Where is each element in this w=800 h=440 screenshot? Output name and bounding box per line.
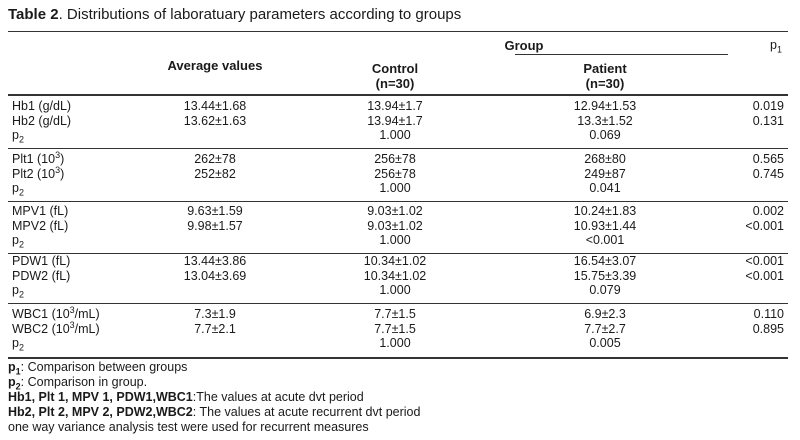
cell-avg: 252±82 xyxy=(194,166,236,181)
cell-label: p2 xyxy=(12,283,24,300)
footnote-acute: Hb1, Plt 1, MPV 1, PDW1,WBC1:The values … xyxy=(8,390,364,404)
footnote-p2: p2: Comparison in group. xyxy=(8,375,148,392)
cell-label: MPV2 (fL) xyxy=(12,218,69,233)
cell-label: Hb1 (g/dL) xyxy=(12,99,72,113)
cell-label: WBC1 (103/mL) xyxy=(12,304,100,321)
cell-label: Plt2 (103) xyxy=(12,164,65,181)
cell-label: Hb2 (g/dL) xyxy=(12,113,72,128)
cell-avg: 9.98±1.57 xyxy=(187,218,243,233)
cell-p1: 0.895 xyxy=(752,321,784,336)
cell-patient: 0.041 xyxy=(589,181,621,195)
header-p1: p1 xyxy=(770,38,782,55)
cell-label: PDW1 (fL) xyxy=(12,254,71,268)
cell-label: p2 xyxy=(12,128,24,145)
cell-control: 1.000 xyxy=(379,283,411,297)
cell-p1: 0.110 xyxy=(753,307,784,321)
header-bottom-rule xyxy=(8,94,788,96)
cell-label: WBC2 (103/mL) xyxy=(12,319,100,336)
cell-control: 9.03±1.02 xyxy=(367,218,423,233)
cell-patient: 7.7±2.7 xyxy=(584,321,626,336)
cell-avg: 13.44±1.68 xyxy=(183,99,247,113)
footnote-p1: p1: Comparison between groups xyxy=(8,360,188,377)
footnote-recurrent: Hb2, Plt 2, MPV 2, PDW2,WBC2: The values… xyxy=(8,405,421,419)
group-separator xyxy=(8,252,788,254)
caption-label: Table 2 xyxy=(8,6,59,23)
header-group: Group xyxy=(504,38,544,53)
cell-p1: 0.745 xyxy=(752,166,784,181)
cell-avg: 13.04±3.69 xyxy=(183,268,247,283)
cell-control: 7.7±1.5 xyxy=(374,307,416,321)
cell-patient: 13.3±1.52 xyxy=(577,113,633,128)
group-separator xyxy=(8,147,788,149)
cell-patient: 15.75±3.39 xyxy=(573,268,637,283)
cell-control: 13.94±1.7 xyxy=(367,113,423,128)
cell-patient: 16.54±3.07 xyxy=(573,254,637,268)
header-control-n: (n=30) xyxy=(375,76,415,91)
cell-patient: 0.005 xyxy=(589,336,621,350)
cell-control: 10.34±1.02 xyxy=(363,254,427,268)
cell-patient: <0.001 xyxy=(585,233,625,247)
cell-control: 10.34±1.02 xyxy=(363,268,427,283)
header-patient: Patient xyxy=(583,61,627,76)
cell-avg: 262±78 xyxy=(194,152,236,166)
cell-patient: 249±87 xyxy=(584,166,626,181)
cell-patient: 12.94±1.53 xyxy=(573,99,637,113)
cell-p1: <0.001 xyxy=(745,254,784,268)
cell-avg: 7.3±1.9 xyxy=(194,307,236,321)
cell-control: 9.03±1.02 xyxy=(367,204,423,218)
cell-p1: <0.001 xyxy=(745,218,784,233)
cell-label: MPV1 (fL) xyxy=(12,204,69,218)
cell-label: p2 xyxy=(12,336,24,353)
cell-control: 7.7±1.5 xyxy=(374,321,416,336)
top-rule xyxy=(8,31,788,32)
cell-control: 256±78 xyxy=(374,166,416,181)
cell-avg: 13.62±1.63 xyxy=(183,113,247,128)
header-patient-n: (n=30) xyxy=(585,76,625,91)
cell-patient: 0.069 xyxy=(589,128,621,142)
cell-control: 1.000 xyxy=(379,128,411,142)
cell-control: 1.000 xyxy=(379,336,411,350)
cell-control: 1.000 xyxy=(379,181,411,195)
cell-control: 1.000 xyxy=(379,233,411,247)
header-average: Average values xyxy=(167,58,263,73)
cell-avg: 13.44±3.86 xyxy=(183,254,247,268)
cell-patient: 6.9±2.3 xyxy=(584,307,626,321)
cell-label: p2 xyxy=(12,181,24,198)
cell-control: 13.94±1.7 xyxy=(367,99,423,113)
cell-label: Plt1 (103) xyxy=(12,149,65,166)
cell-p1: 0.565 xyxy=(752,152,784,166)
cell-label: PDW2 (fL) xyxy=(12,268,71,283)
cell-avg: 7.7±2.1 xyxy=(194,321,236,336)
cell-patient: 10.24±1.83 xyxy=(573,204,637,218)
table-bottom-rule xyxy=(8,356,788,359)
table-caption: Table 2. Distributions of laboratuary pa… xyxy=(8,6,461,23)
cell-control: 256±78 xyxy=(374,152,416,166)
cell-p1: 0.131 xyxy=(752,113,784,128)
group-separator xyxy=(8,302,788,304)
cell-p1: 0.019 xyxy=(752,99,784,113)
group-separator xyxy=(8,200,788,202)
group-rule xyxy=(515,54,728,55)
cell-patient: 10.93±1.44 xyxy=(573,218,637,233)
cell-p1: <0.001 xyxy=(745,268,784,283)
caption-text: . Distributions of laboratuary parameter… xyxy=(58,6,462,23)
cell-avg: 9.63±1.59 xyxy=(187,204,243,218)
header-control: Control xyxy=(371,61,419,76)
cell-p1: 0.002 xyxy=(752,204,784,218)
cell-patient: 0.079 xyxy=(589,283,621,297)
cell-patient: 268±80 xyxy=(584,152,626,166)
cell-label: p2 xyxy=(12,233,24,250)
footnote-method: one way variance analysis test were used… xyxy=(8,420,369,434)
footnotes: p1: Comparison between groups p2: Compar… xyxy=(8,360,420,435)
